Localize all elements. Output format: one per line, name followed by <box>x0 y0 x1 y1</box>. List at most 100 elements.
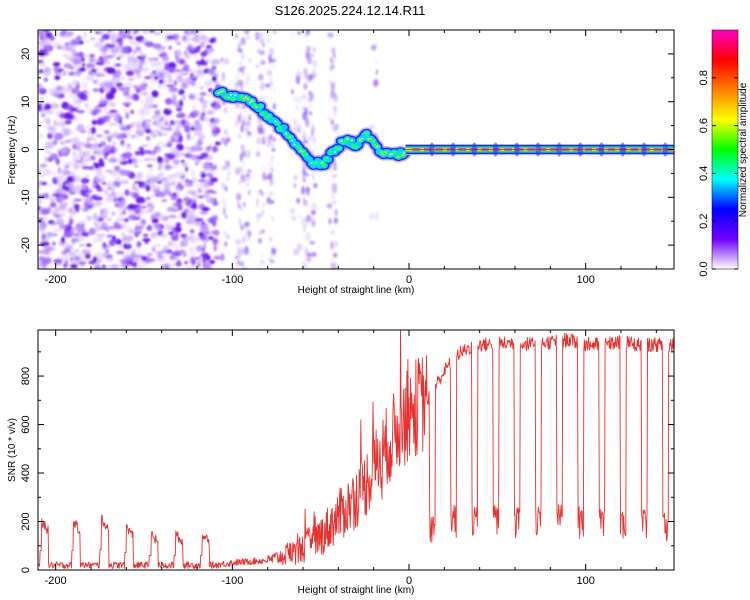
streak-blob <box>270 81 274 87</box>
noise-blob <box>42 30 51 33</box>
noise-blob <box>122 169 132 176</box>
noise-blob <box>50 222 60 225</box>
streak-blob <box>302 197 306 205</box>
noise-blob <box>118 34 122 37</box>
noise-blob <box>38 30 44 36</box>
streak-blob <box>297 30 301 35</box>
noise-blob <box>125 131 131 136</box>
noise-blob <box>202 162 211 170</box>
noise-blob <box>136 55 146 60</box>
noise-blob <box>58 68 64 72</box>
noise-blob <box>168 214 177 219</box>
noise-blob <box>144 173 151 180</box>
noise-blob <box>191 93 199 97</box>
noise-blob <box>157 255 164 259</box>
streak-blob <box>370 44 377 51</box>
noise-blob <box>40 208 48 215</box>
noise-blob <box>211 131 219 137</box>
streak-blob <box>222 108 227 112</box>
noise-blob <box>65 104 74 111</box>
streak-blob <box>333 252 338 258</box>
noise-blob <box>88 57 96 63</box>
streak-blob <box>258 137 265 143</box>
streak-blob <box>331 262 335 269</box>
noise-blob <box>114 63 122 67</box>
streak-blob <box>242 115 248 122</box>
noise-blob <box>118 244 122 250</box>
noise-blob <box>42 236 50 243</box>
noise-blob <box>104 135 114 140</box>
noise-blob <box>96 234 106 237</box>
noise-blob <box>84 103 89 108</box>
tone-peak-mark <box>573 148 581 151</box>
noise-blob <box>136 46 142 52</box>
tone-bulge <box>471 142 477 157</box>
streak-blob <box>311 53 315 57</box>
noise-blob <box>168 231 174 235</box>
noise-blob <box>185 77 193 84</box>
noise-blob <box>167 241 172 246</box>
noise-blob <box>176 41 181 46</box>
noise-blob <box>181 200 189 205</box>
streak-blob <box>301 186 306 195</box>
noise-blob <box>109 33 118 41</box>
noise-blob <box>71 87 80 94</box>
noise-blob <box>167 153 176 160</box>
noise-blob <box>175 231 179 239</box>
streak-blob <box>333 217 338 224</box>
noise-blob <box>150 131 154 135</box>
ridge-blob <box>391 150 397 155</box>
noise-blob <box>124 189 130 197</box>
noise-blob <box>76 142 81 149</box>
tone-bulge <box>514 142 520 157</box>
ridge-blob <box>323 156 329 161</box>
noise-blob <box>161 54 169 62</box>
noise-blob <box>208 47 213 54</box>
noise-blob <box>146 142 153 146</box>
snr-series-line <box>38 330 674 569</box>
tone-peak-mark <box>481 148 489 151</box>
noise-blob <box>44 45 52 52</box>
streak-blob <box>237 250 242 259</box>
noise-blob <box>135 215 139 219</box>
noise-blob <box>153 76 159 80</box>
noise-blob <box>189 233 194 240</box>
streak-blob <box>246 133 250 140</box>
streak-blob <box>260 60 266 65</box>
ridge-blob <box>397 155 400 158</box>
streak-blob <box>309 105 312 109</box>
noise-blob <box>94 163 100 169</box>
streak-blob <box>226 234 230 238</box>
ridge-blob <box>401 154 404 157</box>
ridge-blob <box>369 137 372 140</box>
noise-blob <box>192 119 198 127</box>
streak-blob <box>271 58 276 63</box>
noise-blob <box>166 206 176 212</box>
streak-blob <box>293 94 298 102</box>
noise-blob <box>185 265 194 269</box>
noise-blob <box>144 41 155 47</box>
noise-blob <box>204 80 214 87</box>
noise-blob <box>150 232 157 238</box>
noise-blob <box>85 75 94 81</box>
noise-blob <box>194 46 201 53</box>
noise-blob <box>122 102 132 107</box>
noise-blob <box>205 172 213 177</box>
noise-blob <box>168 80 175 84</box>
noise-blob <box>201 100 209 104</box>
snr-y-tick-label: 600 <box>20 415 32 433</box>
snr-x-tick-label: 100 <box>576 575 594 587</box>
ridge-blob <box>230 96 236 101</box>
noise-blob <box>199 211 208 215</box>
noise-blob <box>179 99 183 107</box>
noise-blob <box>110 113 118 120</box>
tone-peak-mark <box>538 148 547 151</box>
noise-blob <box>63 32 73 38</box>
streak-blob <box>326 203 333 209</box>
noise-blob <box>91 194 98 200</box>
noise-blob <box>112 147 119 152</box>
noise-blob <box>173 80 177 86</box>
noise-blob <box>40 49 47 55</box>
streak-blob <box>239 230 243 234</box>
noise-blob <box>60 212 66 217</box>
